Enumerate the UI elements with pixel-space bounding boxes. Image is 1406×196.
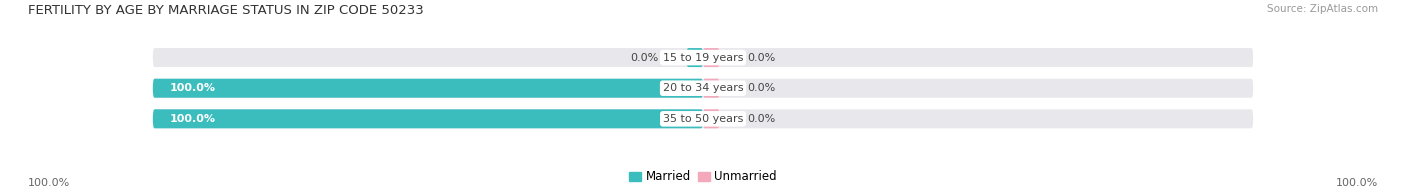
Text: 0.0%: 0.0% bbox=[747, 114, 775, 124]
FancyBboxPatch shape bbox=[153, 79, 703, 98]
Text: 0.0%: 0.0% bbox=[747, 53, 775, 63]
Text: 100.0%: 100.0% bbox=[169, 83, 215, 93]
FancyBboxPatch shape bbox=[703, 109, 720, 128]
FancyBboxPatch shape bbox=[686, 48, 703, 67]
FancyBboxPatch shape bbox=[153, 109, 703, 128]
Text: 35 to 50 years: 35 to 50 years bbox=[662, 114, 744, 124]
FancyBboxPatch shape bbox=[153, 79, 1253, 98]
FancyBboxPatch shape bbox=[703, 79, 720, 98]
Text: Source: ZipAtlas.com: Source: ZipAtlas.com bbox=[1267, 4, 1378, 14]
FancyBboxPatch shape bbox=[153, 48, 1253, 67]
Text: FERTILITY BY AGE BY MARRIAGE STATUS IN ZIP CODE 50233: FERTILITY BY AGE BY MARRIAGE STATUS IN Z… bbox=[28, 4, 423, 17]
FancyBboxPatch shape bbox=[153, 109, 1253, 128]
Text: 100.0%: 100.0% bbox=[169, 114, 215, 124]
FancyBboxPatch shape bbox=[703, 48, 720, 67]
Text: 0.0%: 0.0% bbox=[747, 83, 775, 93]
Text: 100.0%: 100.0% bbox=[28, 178, 70, 188]
Text: 20 to 34 years: 20 to 34 years bbox=[662, 83, 744, 93]
Text: 15 to 19 years: 15 to 19 years bbox=[662, 53, 744, 63]
Text: 100.0%: 100.0% bbox=[1336, 178, 1378, 188]
Text: 0.0%: 0.0% bbox=[631, 53, 659, 63]
Legend: Married, Unmarried: Married, Unmarried bbox=[624, 166, 782, 188]
